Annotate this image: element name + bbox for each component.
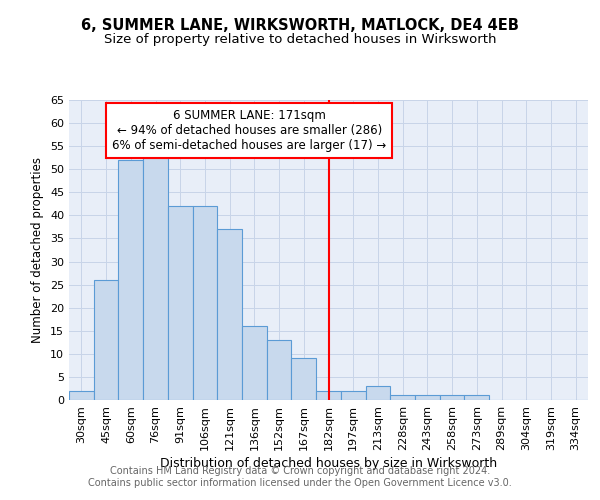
Text: 6, SUMMER LANE, WIRKSWORTH, MATLOCK, DE4 4EB: 6, SUMMER LANE, WIRKSWORTH, MATLOCK, DE4… [81,18,519,32]
Bar [242,326,267,400]
X-axis label: Distribution of detached houses by size in Wirksworth: Distribution of detached houses by size … [160,457,497,470]
Bar [168,206,193,400]
Bar [118,160,143,400]
Bar [292,358,316,400]
Bar [69,391,94,400]
Text: Contains HM Land Registry data © Crown copyright and database right 2024.
Contai: Contains HM Land Registry data © Crown c… [88,466,512,487]
Bar [440,396,464,400]
Bar [193,206,217,400]
Bar [217,229,242,400]
Bar [341,391,365,400]
Text: 6 SUMMER LANE: 171sqm
← 94% of detached houses are smaller (286)
6% of semi-deta: 6 SUMMER LANE: 171sqm ← 94% of detached … [112,109,386,152]
Bar [267,340,292,400]
Bar [316,391,341,400]
Text: Size of property relative to detached houses in Wirksworth: Size of property relative to detached ho… [104,32,496,46]
Bar [94,280,118,400]
Bar [365,386,390,400]
Bar [464,396,489,400]
Bar [143,151,168,400]
Y-axis label: Number of detached properties: Number of detached properties [31,157,44,343]
Bar [415,396,440,400]
Bar [390,396,415,400]
